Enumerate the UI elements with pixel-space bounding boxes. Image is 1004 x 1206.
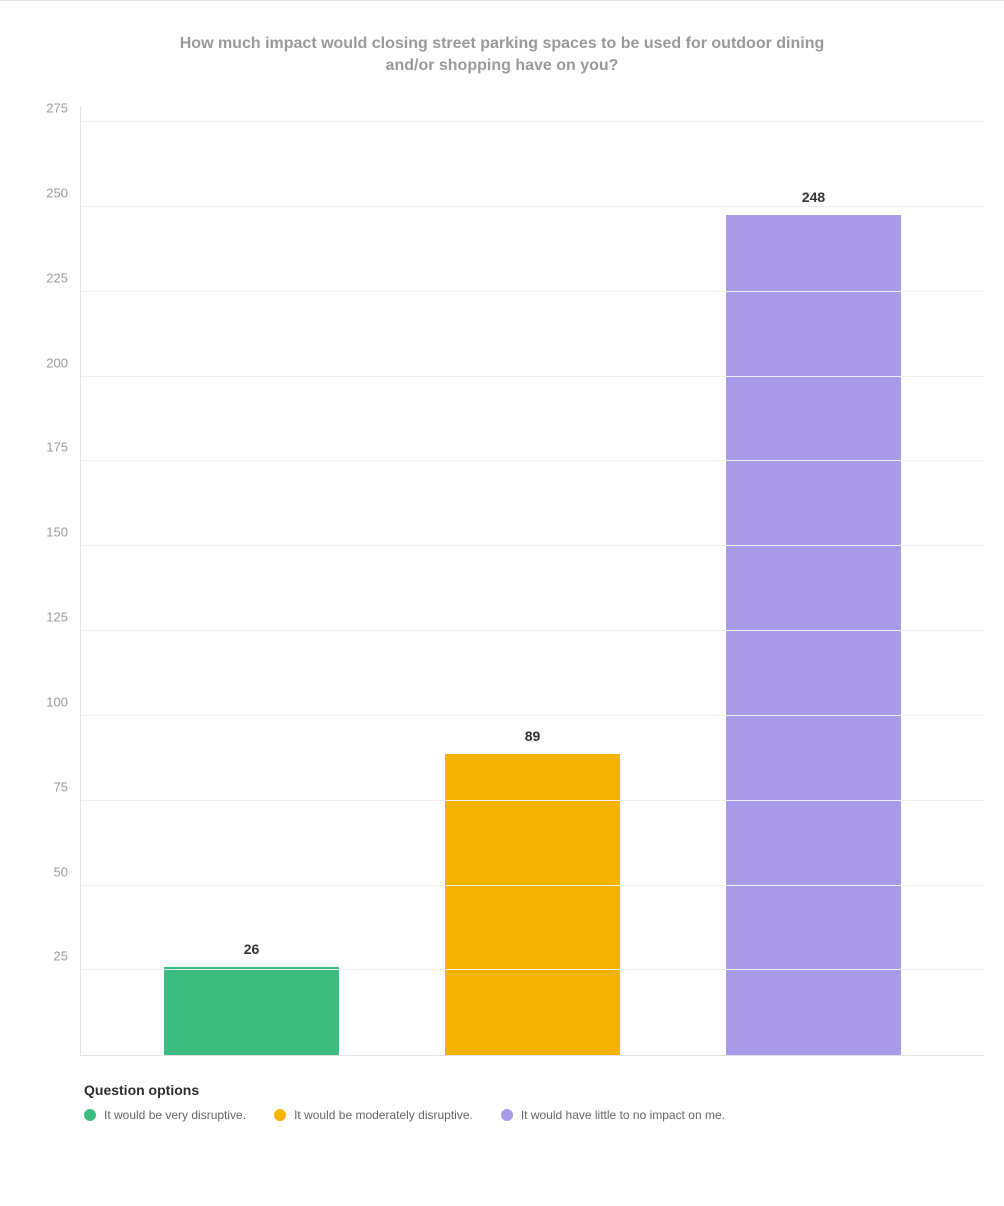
legend-label: It would be moderately disruptive. [294,1108,473,1122]
legend-label: It would be very disruptive. [104,1108,246,1122]
gridline [81,969,984,970]
bar-value-label: 89 [525,728,541,744]
bar-slot: 89 [392,106,673,1055]
chart-title: How much impact would closing street par… [102,1,902,86]
bar-value-label: 248 [802,189,825,205]
y-tick-label: 75 [54,779,68,794]
plot-area: 26 89 248 [80,106,984,1056]
y-tick-label: 175 [46,440,68,455]
legend-label: It would have little to no impact on me. [521,1108,725,1122]
gridline [81,206,984,207]
legend-swatch-icon [84,1109,96,1121]
legend-swatch-icon [501,1109,513,1121]
legend-item: It would have little to no impact on me. [501,1108,725,1122]
chart-container: How much impact would closing street par… [0,0,1004,1152]
gridline [81,885,984,886]
legend-item: It would be moderately disruptive. [274,1108,473,1122]
y-tick-label: 275 [46,101,68,116]
bar: 26 [164,967,338,1055]
y-tick-label: 250 [46,185,68,200]
y-tick-label: 25 [54,949,68,964]
legend-title: Question options [84,1082,974,1098]
y-axis: 255075100125150175200225250275 [20,106,80,1056]
gridline [81,291,984,292]
chart-area: 25 50 75 100 125 150 175 200 225 250 275 26 89 248 [20,86,984,1056]
bar-slot: 248 [673,106,954,1055]
gridline [81,460,984,461]
gridline [81,121,984,122]
gridline [81,630,984,631]
legend-swatch-icon [274,1109,286,1121]
legend-item: It would be very disruptive. [84,1108,246,1122]
legend: Question options It would be very disrup… [20,1056,984,1132]
gridline [81,376,984,377]
bar: 89 [445,754,619,1056]
bar: 248 [726,215,900,1056]
y-tick-label: 150 [46,525,68,540]
y-tick-label: 200 [46,355,68,370]
bar-slot: 26 [111,106,392,1055]
y-tick-label: 125 [46,610,68,625]
gridline [81,545,984,546]
legend-items: It would be very disruptive. It would be … [84,1108,974,1122]
gridline [81,715,984,716]
bars-group: 26 89 248 [81,106,984,1055]
gridline [81,800,984,801]
y-tick-label: 225 [46,270,68,285]
y-tick-label: 100 [46,694,68,709]
y-tick-label: 50 [54,864,68,879]
bar-value-label: 26 [244,941,260,957]
